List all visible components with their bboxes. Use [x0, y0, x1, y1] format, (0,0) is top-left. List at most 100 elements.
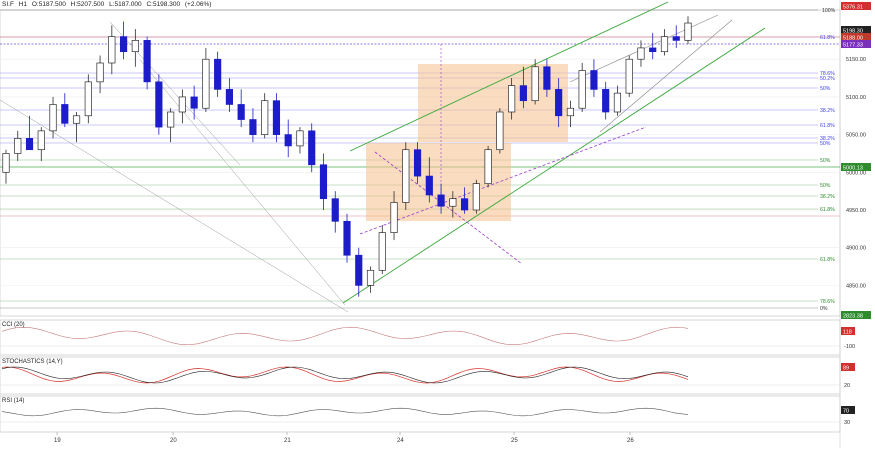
- fib-level-label: 50.2%: [820, 76, 835, 82]
- candle-body: [378, 232, 386, 271]
- candle-body: [190, 96, 198, 109]
- stoch-label: STOCHASTICS (14,Y): [2, 359, 63, 365]
- orange-zone-box: [418, 64, 568, 142]
- candle-body: [284, 134, 292, 147]
- stoch-panel-frame: [0, 356, 841, 395]
- candle-body: [155, 81, 163, 128]
- candle-body: [496, 111, 504, 151]
- candle-body: [437, 194, 445, 207]
- cci-line: [1, 326, 689, 346]
- trendlines-layer: [0, 1, 766, 313]
- fib-level-label: 61.8%: [820, 257, 835, 263]
- candle-body: [96, 62, 104, 83]
- price-badge-text: 2823.38: [843, 313, 863, 319]
- indicator-scale-label: 30: [844, 420, 850, 426]
- cci-panel-frame: [0, 319, 841, 356]
- indicator-scale-label: -100: [844, 344, 855, 350]
- candle-body: [272, 100, 281, 135]
- candle-body: [214, 58, 222, 90]
- rsi-panel-frame: [0, 395, 841, 433]
- fib-level-label: 61.8%: [820, 35, 835, 41]
- price-badge: [841, 311, 871, 319]
- price-badge-text: 5177.33: [843, 42, 863, 48]
- rsi-line: [1, 407, 689, 417]
- indicator-badge-text: 70: [843, 408, 849, 414]
- cci-label: CCI (20): [2, 322, 25, 328]
- candle-body: [649, 47, 657, 53]
- candle-body: [143, 40, 151, 83]
- x-axis-label: 20: [170, 438, 177, 444]
- candle-body: [613, 92, 622, 113]
- dashed-trendline: [359, 126, 647, 235]
- indicator-scale-label: 20: [844, 383, 850, 389]
- candle-body: [578, 70, 586, 109]
- candle-body: [249, 119, 257, 135]
- stoch-d-line: [1, 366, 689, 384]
- fib-level-label: 38.2%: [820, 136, 835, 142]
- rsi-label: RSI (14): [2, 398, 25, 404]
- fib-level-label: 50%: [820, 86, 831, 92]
- indicator-badge: [841, 327, 855, 335]
- candle-body: [602, 89, 610, 113]
- candle-body: [672, 36, 680, 41]
- candle-body: [461, 198, 469, 211]
- candle-body: [120, 36, 128, 53]
- candle-body: [225, 89, 233, 105]
- fib-level-label: 0%: [820, 306, 828, 312]
- candle-body: [37, 130, 45, 151]
- fib-level-label: 50%: [820, 141, 831, 147]
- indicator-badge-text: 89: [843, 365, 849, 371]
- candle-body: [72, 115, 81, 124]
- candle-body: [178, 96, 186, 113]
- candle-body: [484, 149, 492, 184]
- price-badge-text: 5000.13: [843, 165, 863, 171]
- candle-body: [308, 130, 316, 166]
- fib-level-label: 38.2%: [820, 194, 835, 200]
- price-badge-text: 5188.00: [843, 35, 863, 41]
- candle-body: [261, 100, 269, 135]
- candle-body: [237, 104, 245, 120]
- fib-level-label: 50%: [820, 158, 831, 164]
- fan-line: [0, 99, 349, 313]
- candle-body: [531, 66, 539, 102]
- candle-body: [413, 149, 422, 177]
- candle-body: [555, 89, 563, 117]
- candle-body: [449, 198, 457, 207]
- oscillators-layer: [0, 326, 840, 423]
- candle-body: [637, 47, 645, 60]
- candle-body: [625, 58, 633, 94]
- candle-body: [684, 22, 692, 41]
- price-tick-label: 5150.00: [846, 57, 866, 63]
- candle-body: [508, 85, 516, 113]
- x-axis-label: 24: [397, 438, 404, 444]
- low-value: L:5187.000: [109, 1, 142, 8]
- candle-body: [25, 138, 34, 151]
- candle-body: [49, 104, 57, 132]
- channel-upper-line: [349, 1, 669, 152]
- fib-level-label: 78.6%: [820, 71, 835, 77]
- price-badge: [841, 26, 871, 34]
- candle-body: [131, 40, 139, 53]
- indicator-badge: [841, 406, 855, 414]
- open-value: O:5187.500: [31, 1, 66, 8]
- candle-body: [519, 85, 527, 102]
- price-tick-label: 5050.00: [846, 133, 866, 139]
- candle-body: [61, 104, 69, 124]
- candle-body: [202, 58, 210, 109]
- fib-level-label: 78.6%: [820, 299, 835, 305]
- candle-body: [472, 183, 480, 211]
- fib-level-label: 38.2%: [820, 108, 835, 114]
- candle-body: [14, 138, 22, 154]
- symbol-label: SI.F: [2, 1, 14, 8]
- candles-layer: [2, 16, 692, 297]
- fan-line: [109, 21, 241, 166]
- price-badge-text: 5198.30: [843, 28, 863, 34]
- labels-layer: 5150.00 5100.00 5050.00 5000.00 4950.00 4900.…: [54, 2, 871, 444]
- candle-body: [390, 202, 398, 233]
- price-tick-label: 4950.00: [846, 208, 866, 214]
- price-badge: [841, 2, 871, 10]
- candle-body: [319, 164, 328, 200]
- wedge-lower-line: [599, 19, 733, 133]
